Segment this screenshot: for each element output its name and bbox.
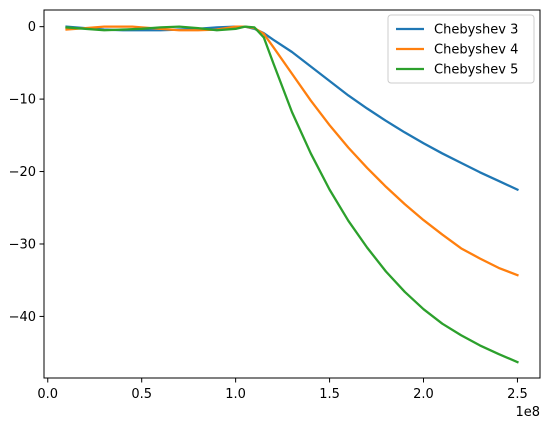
plot-frame [43,9,541,379]
y-axis: 0 −10 −20 −30 −40 [9,20,44,325]
legend-label: Chebyshev 5 [434,63,518,78]
legend-box [387,14,535,84]
x-axis: 0.0 0.5 1.0 1.5 2.0 2.5 [37,378,528,402]
series-line-chebyshev-3 [65,25,519,192]
y-tick-label: −30 [9,237,36,252]
legend: Chebyshev 3 Chebyshev 4 Chebyshev 5 [387,14,535,84]
y-tick-label: −40 [9,310,36,325]
series-line-chebyshev-4 [65,25,519,277]
y-tick-label: 0 [28,20,36,35]
x-tick-label: 1.0 [225,387,246,402]
x-tick-label: 2.0 [413,387,434,402]
x-tick-label: 1.5 [319,387,340,402]
x-axis-offset-label: 1e8 [515,405,540,420]
y-tick-label: −20 [9,165,36,180]
legend-label: Chebyshev 4 [434,43,518,58]
x-tick-label: 0.0 [37,387,58,402]
x-tick-label: 2.5 [507,387,528,402]
series-line-chebyshev-5 [65,25,519,364]
y-tick-label: −10 [9,93,36,108]
legend-label: Chebyshev 3 [434,23,518,38]
series-layer [65,25,519,364]
x-tick-label: 0.5 [131,387,152,402]
